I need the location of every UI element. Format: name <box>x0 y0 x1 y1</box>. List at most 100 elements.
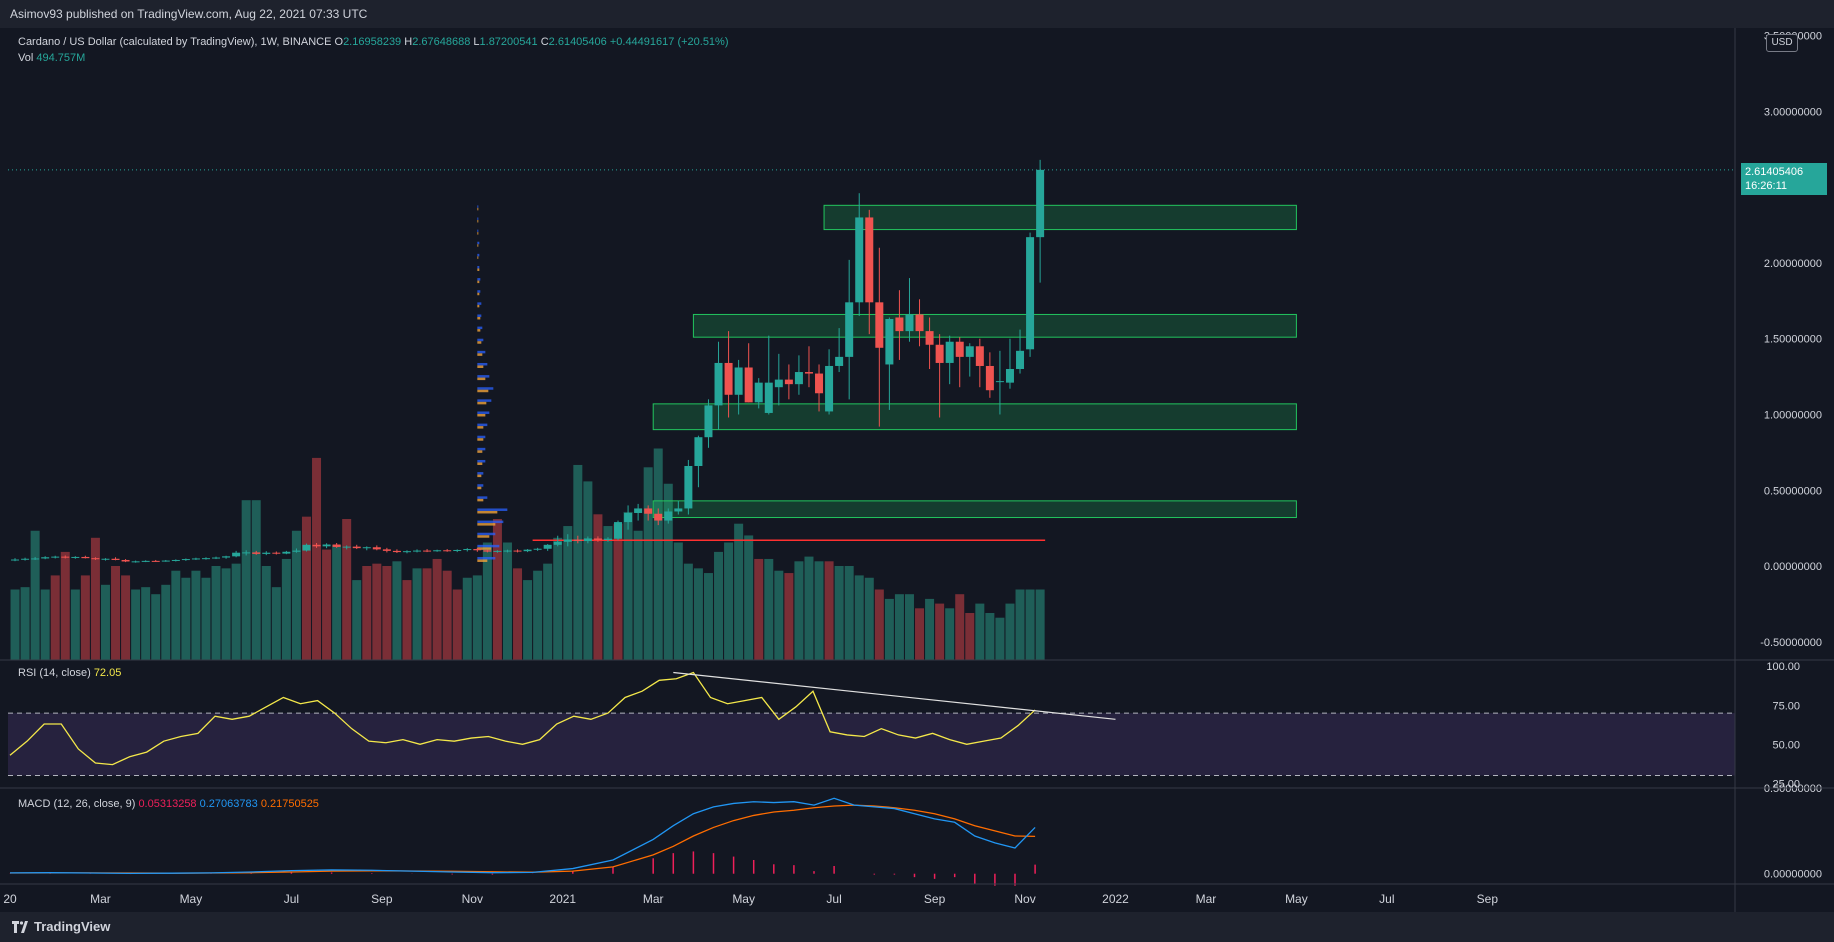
candle-body <box>794 372 803 385</box>
macd-line <box>9 797 1036 875</box>
volume-profile-bar <box>477 498 484 502</box>
volume-bar <box>392 561 402 660</box>
candle-body <box>81 556 90 559</box>
volume-profile-bar <box>477 413 486 417</box>
candle-body <box>583 538 592 542</box>
symbol-legend: Cardano / US Dollar (calculated by Tradi… <box>18 36 729 48</box>
volume-profile-bar <box>477 207 479 211</box>
rsi-label: RSI (14, close) <box>18 667 91 679</box>
volume-bar <box>241 500 251 660</box>
time-axis-tick: Nov <box>1014 892 1035 906</box>
candle-body <box>282 551 291 554</box>
volume-bar <box>724 542 734 660</box>
volume-profile-bar <box>477 399 492 402</box>
candle-body <box>453 549 462 551</box>
candle-body <box>523 549 532 552</box>
volume-bar <box>915 608 925 660</box>
price-chart[interactable]: 3.500000003.000000002.500000002.00000000… <box>0 28 1834 912</box>
volume-bar <box>734 523 744 660</box>
time-axis-tick: Sep <box>371 892 393 906</box>
volume-bar <box>281 558 291 660</box>
price-zone <box>823 204 1297 231</box>
candle-body <box>292 550 301 552</box>
rsi-trendline <box>673 671 1116 720</box>
volume-bar <box>794 561 804 660</box>
rsi-band-fill <box>8 713 1735 776</box>
volume-bar <box>40 589 50 660</box>
time-axis-tick: Mar <box>90 892 111 906</box>
candle-body <box>131 561 140 563</box>
candle-body <box>995 381 1004 383</box>
candle-body <box>624 512 633 523</box>
candle-body <box>905 314 914 332</box>
volume-bar <box>322 549 332 660</box>
candle-body <box>433 550 442 552</box>
volume-profile-bar <box>477 559 488 562</box>
volume-profile-bar <box>477 365 484 368</box>
volume-bar <box>814 561 824 660</box>
candle-body <box>352 546 361 549</box>
candle-body <box>1005 369 1014 383</box>
price-zone <box>652 500 1297 519</box>
macd-line-value: 0.27063783 <box>199 798 258 810</box>
volume-profile-bar <box>477 316 481 320</box>
volume-bar <box>301 516 311 660</box>
candle-body <box>965 346 974 357</box>
candle-body <box>603 538 612 540</box>
volume-bar <box>402 580 412 660</box>
candle-body <box>101 558 110 560</box>
volume-profile-bar <box>477 338 484 342</box>
volume-bar <box>995 617 1005 660</box>
volume-bar <box>925 598 935 660</box>
price-axis-tick: 1.50000000 <box>1764 334 1822 346</box>
candle-body <box>644 508 653 514</box>
volume-profile-bar <box>477 314 482 317</box>
volume-profile-bar <box>477 205 479 208</box>
volume-profile-bar <box>477 362 488 366</box>
candle-body <box>212 557 221 559</box>
volume-profile-bar <box>477 486 482 490</box>
candle-body <box>744 367 753 403</box>
volume-profile-bar <box>477 547 492 550</box>
volume-bar <box>523 580 533 660</box>
high-value: 2.67648688 <box>412 36 471 48</box>
open-label: O <box>334 36 344 48</box>
tradingview-logo-icon <box>12 921 28 933</box>
volume-bar <box>693 568 703 660</box>
candle-body <box>563 539 572 542</box>
candle-body <box>151 560 160 562</box>
volume-profile-bar <box>477 459 486 463</box>
candle-body <box>252 552 261 554</box>
volume-bar <box>703 573 713 660</box>
candle-body <box>503 550 512 552</box>
candle-body <box>935 344 944 363</box>
volume-bar <box>502 542 512 660</box>
candle-body <box>312 544 321 547</box>
volume-bar <box>965 613 975 660</box>
time-axis-tick: Sep <box>924 892 946 906</box>
volume-bar <box>1015 589 1025 660</box>
price-axis-tick: 3.00000000 <box>1764 106 1822 118</box>
candle-body <box>382 549 391 551</box>
volume-profile-bar <box>477 532 496 536</box>
volume-profile-bar <box>477 447 486 451</box>
volume-profile-bar <box>477 304 480 308</box>
footer-brand[interactable]: TradingView <box>34 919 111 934</box>
volume-bar <box>643 467 653 660</box>
change-value: +0.44491617 (+20.51%) <box>609 36 729 48</box>
candle-body <box>1016 350 1025 370</box>
volume-bar <box>291 530 301 660</box>
volume-bar <box>352 580 362 660</box>
time-axis-tick: May <box>180 892 203 906</box>
candle-body <box>272 552 281 554</box>
volume-bar <box>543 563 553 660</box>
candle-body <box>825 365 834 412</box>
candle-body <box>764 382 773 413</box>
candle-body <box>443 550 452 552</box>
candle-body <box>664 511 673 521</box>
currency-button[interactable]: USD <box>1766 34 1798 52</box>
volume-profile-bar <box>477 423 488 427</box>
volume-bar <box>141 587 151 660</box>
macd-hist-value: 0.05313258 <box>138 798 197 810</box>
volume-bar <box>211 566 221 660</box>
